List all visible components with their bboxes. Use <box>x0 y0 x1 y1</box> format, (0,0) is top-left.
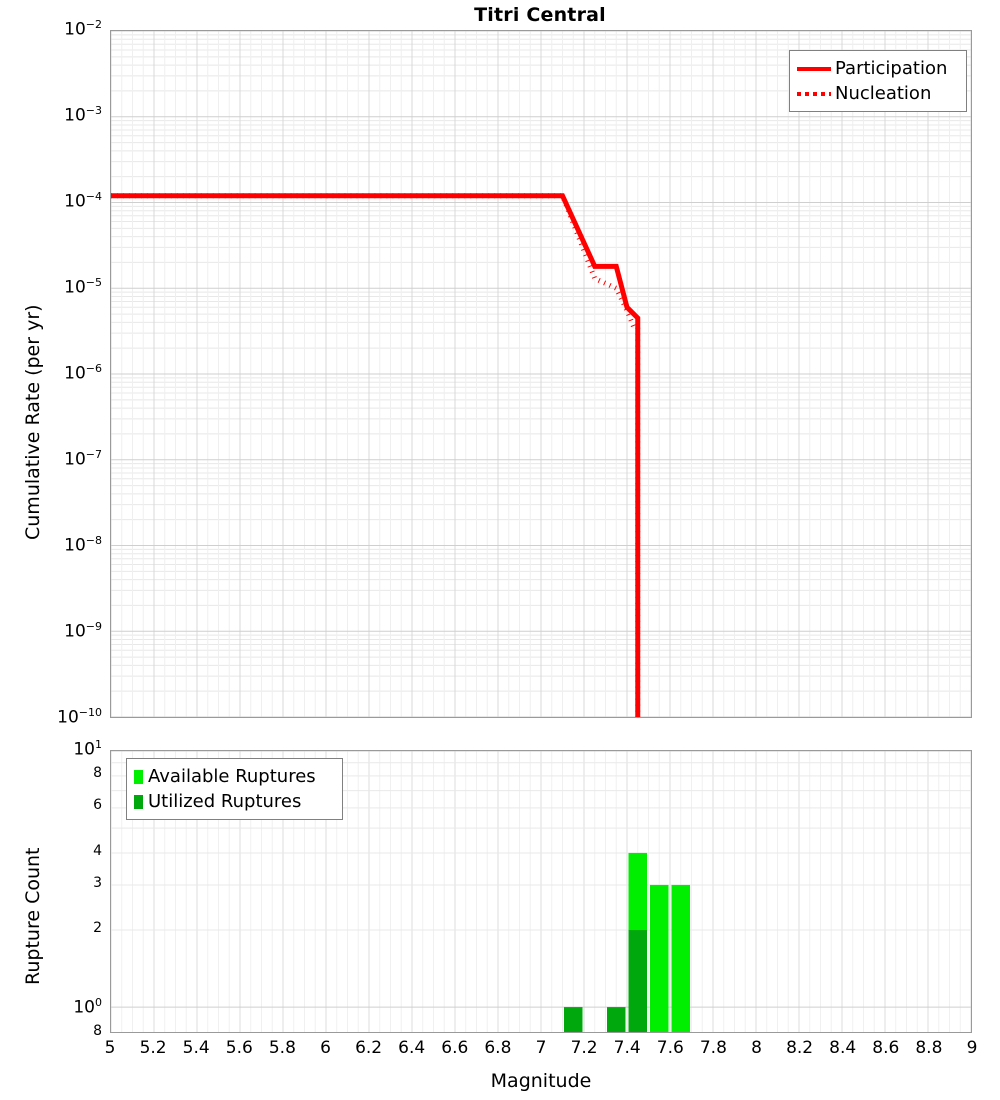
xtick-5.6: 5.6 <box>225 1038 253 1058</box>
xtick-8.8: 8.8 <box>915 1038 943 1058</box>
legend-item-available-ruptures[interactable]: Available Ruptures <box>134 764 334 789</box>
legend-item-participation[interactable]: Participation <box>797 56 958 81</box>
bottom-ytick-minor-3: 3 <box>93 874 102 891</box>
xtick-5.2: 5.2 <box>139 1038 167 1058</box>
xtick-7.2: 7.2 <box>570 1038 598 1058</box>
xtick-5: 5 <box>104 1038 116 1058</box>
legend-item-nucleation[interactable]: Nucleation <box>797 81 958 106</box>
bottom-ytick-100: 100 <box>73 995 102 1018</box>
bottom-panel-legend: Available Ruptures Utilized Ruptures <box>126 758 343 820</box>
xtick-7.8: 7.8 <box>699 1038 727 1058</box>
bottom-ytick-101: 101 <box>73 738 102 760</box>
xtick-6.6: 6.6 <box>441 1038 469 1058</box>
top-ytick-10-7: 10−7 <box>64 448 102 470</box>
dotted-line-swatch-icon <box>797 91 831 96</box>
xtick-5.8: 5.8 <box>268 1038 296 1058</box>
legend-label-participation: Participation <box>835 57 948 79</box>
top-ytick-10-10: 10−10 <box>57 706 102 728</box>
cumulative-rate-plot <box>111 31 971 717</box>
solid-line-swatch-icon <box>797 66 831 71</box>
bottom-ytick-minor-2: 2 <box>93 920 102 937</box>
top-panel-ylabel: Cumulative Rate (per yr) <box>22 304 44 540</box>
xtick-6.8: 6.8 <box>484 1038 512 1058</box>
top-panel-legend: Participation Nucleation <box>789 50 967 112</box>
legend-label-utilized-ruptures: Utilized Ruptures <box>148 790 302 812</box>
bottom-ytick-minor-4: 4 <box>93 842 102 859</box>
top-ytick-10-8: 10−8 <box>64 534 102 556</box>
legend-item-utilized-ruptures[interactable]: Utilized Ruptures <box>134 789 334 814</box>
legend-label-nucleation: Nucleation <box>835 82 932 104</box>
xtick-8.2: 8.2 <box>786 1038 814 1058</box>
top-ytick-10-6: 10−6 <box>64 362 102 384</box>
figure-xlabel: Magnitude <box>490 1070 592 1092</box>
xtick-6: 6 <box>320 1038 331 1058</box>
xtick-7: 7 <box>535 1038 547 1058</box>
bottom-panel-ylabel: Rupture Count <box>22 847 44 986</box>
top-ytick-10-2: 10−2 <box>64 18 102 40</box>
xtick-8.6: 8.6 <box>872 1038 900 1058</box>
available-ruptures-swatch-icon <box>134 769 143 784</box>
xtick-8.4: 8.4 <box>829 1038 857 1058</box>
bottom-ytick-minor-8: 8 <box>93 765 102 781</box>
xtick-9: 9 <box>966 1038 978 1058</box>
xtick-5.4: 5.4 <box>182 1038 210 1058</box>
figure-title: Titri Central <box>474 4 606 26</box>
xtick-6.4: 6.4 <box>398 1038 426 1058</box>
top-panel-axes <box>110 30 972 718</box>
xtick-6.2: 6.2 <box>355 1038 383 1058</box>
top-ytick-10-3: 10−3 <box>64 104 102 126</box>
utilized-ruptures-swatch-icon <box>134 794 143 809</box>
bottom-ytick-minor-0.8: 8 <box>93 1023 102 1039</box>
legend-label-available-ruptures: Available Ruptures <box>148 765 316 787</box>
xtick-8: 8 <box>751 1038 762 1058</box>
top-ytick-10-9: 10−9 <box>64 620 102 642</box>
top-ytick-10-4: 10−4 <box>64 190 102 212</box>
xtick-7.6: 7.6 <box>656 1038 684 1058</box>
xtick-7.4: 7.4 <box>613 1038 641 1058</box>
top-ytick-10-5: 10−5 <box>64 276 102 298</box>
bottom-ytick-minor-6: 6 <box>93 797 102 814</box>
